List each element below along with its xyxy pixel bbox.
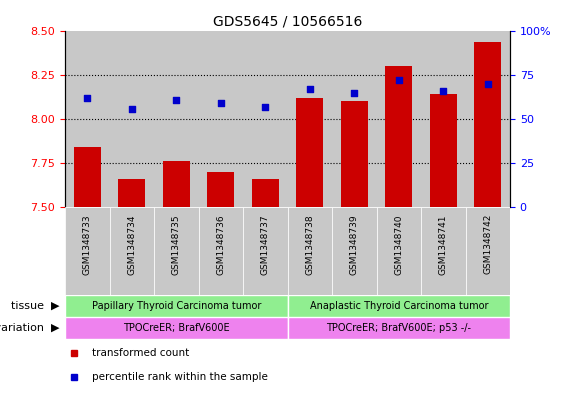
Point bbox=[350, 90, 359, 96]
Bar bbox=[65, 295, 288, 317]
Text: GSM1348742: GSM1348742 bbox=[483, 214, 492, 274]
Text: tissue  ▶: tissue ▶ bbox=[11, 301, 59, 311]
Point bbox=[394, 77, 403, 83]
Point bbox=[172, 97, 181, 103]
Bar bbox=[110, 31, 154, 207]
Bar bbox=[341, 101, 368, 207]
Bar bbox=[376, 207, 421, 295]
Bar bbox=[297, 98, 323, 207]
Bar bbox=[154, 31, 198, 207]
Text: GSM1348735: GSM1348735 bbox=[172, 214, 181, 275]
Bar bbox=[119, 179, 145, 207]
Bar bbox=[466, 31, 510, 207]
Title: GDS5645 / 10566516: GDS5645 / 10566516 bbox=[213, 15, 362, 29]
Text: GSM1348734: GSM1348734 bbox=[127, 214, 136, 275]
Bar bbox=[385, 66, 412, 207]
Text: Papillary Thyroid Carcinoma tumor: Papillary Thyroid Carcinoma tumor bbox=[92, 301, 261, 311]
Text: GSM1348737: GSM1348737 bbox=[261, 214, 270, 275]
Bar bbox=[74, 147, 101, 207]
Bar bbox=[421, 207, 466, 295]
Text: GSM1348741: GSM1348741 bbox=[439, 214, 447, 275]
Bar bbox=[288, 295, 510, 317]
Bar bbox=[475, 42, 501, 207]
Text: genotype/variation  ▶: genotype/variation ▶ bbox=[0, 323, 59, 333]
Text: transformed count: transformed count bbox=[92, 348, 189, 358]
Bar bbox=[243, 207, 288, 295]
Bar bbox=[332, 31, 376, 207]
Bar bbox=[198, 31, 243, 207]
Bar bbox=[288, 207, 332, 295]
Bar bbox=[65, 317, 288, 339]
Point bbox=[82, 95, 92, 101]
Point bbox=[260, 104, 270, 110]
Point bbox=[439, 88, 448, 94]
Bar bbox=[65, 31, 110, 207]
Bar bbox=[154, 207, 198, 295]
Bar bbox=[430, 94, 457, 207]
Bar bbox=[65, 207, 110, 295]
Text: GSM1348736: GSM1348736 bbox=[216, 214, 225, 275]
Text: Anaplastic Thyroid Carcinoma tumor: Anaplastic Thyroid Carcinoma tumor bbox=[310, 301, 488, 311]
Text: TPOCreER; BrafV600E; p53 -/-: TPOCreER; BrafV600E; p53 -/- bbox=[326, 323, 471, 333]
Text: percentile rank within the sample: percentile rank within the sample bbox=[92, 371, 268, 382]
Text: GSM1348738: GSM1348738 bbox=[305, 214, 314, 275]
Bar bbox=[207, 172, 234, 207]
Text: TPOCreER; BrafV600E: TPOCreER; BrafV600E bbox=[123, 323, 229, 333]
Bar bbox=[288, 31, 332, 207]
Bar bbox=[243, 31, 288, 207]
Point bbox=[127, 105, 136, 112]
Text: GSM1348739: GSM1348739 bbox=[350, 214, 359, 275]
Bar bbox=[421, 31, 466, 207]
Bar bbox=[163, 161, 190, 207]
Bar bbox=[376, 31, 421, 207]
Text: GSM1348740: GSM1348740 bbox=[394, 214, 403, 275]
Bar bbox=[110, 207, 154, 295]
Bar bbox=[252, 179, 279, 207]
Bar bbox=[332, 207, 376, 295]
Bar bbox=[288, 317, 510, 339]
Point bbox=[305, 86, 314, 92]
Text: GSM1348733: GSM1348733 bbox=[82, 214, 92, 275]
Point bbox=[216, 100, 225, 107]
Bar bbox=[198, 207, 243, 295]
Bar bbox=[466, 207, 510, 295]
Point bbox=[483, 81, 492, 87]
